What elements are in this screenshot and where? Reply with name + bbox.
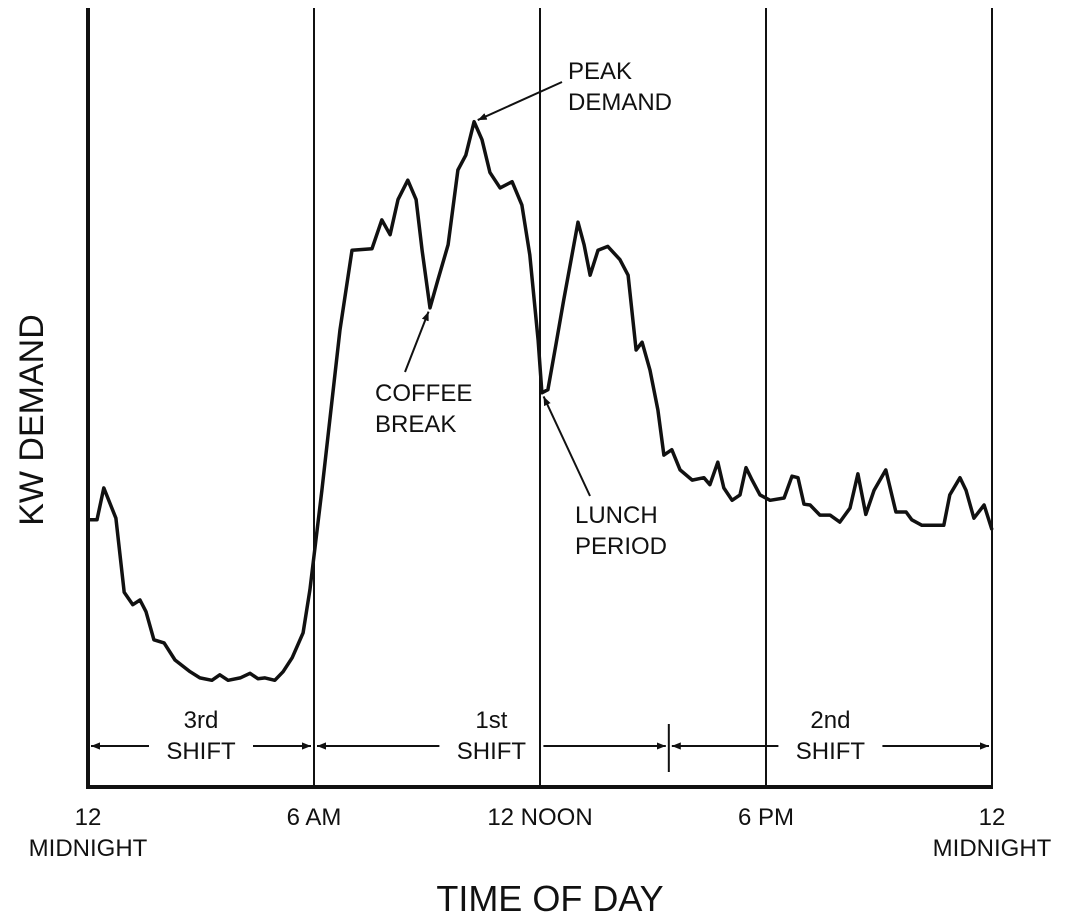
shift-label: 3rd SHIFT [166,707,236,766]
annotation-arrow [542,396,591,497]
x-tick-label: 12 MIDNIGHT [932,804,1052,863]
x-tick-label: 6 AM [286,804,342,831]
demand-line [88,119,994,683]
x-tick-label: 6 PM [737,804,795,831]
x-tick-label: 12 NOON [487,804,593,831]
annotation-arrow [477,81,563,121]
annotation: COFFEE BREAK [375,380,473,439]
annotation: PEAK DEMAND [568,58,673,117]
shift-label: 2nd SHIFT [795,707,866,766]
x-tick-label: 12 MIDNIGHT [28,804,148,863]
annotation-arrow [404,311,430,373]
shift-label: 1st SHIFT [456,707,527,766]
y-axis-label: KW DEMAND [12,314,51,526]
x-axis-label: TIME OF DAY [436,878,664,918]
annotation: LUNCH PERIOD [575,502,668,561]
